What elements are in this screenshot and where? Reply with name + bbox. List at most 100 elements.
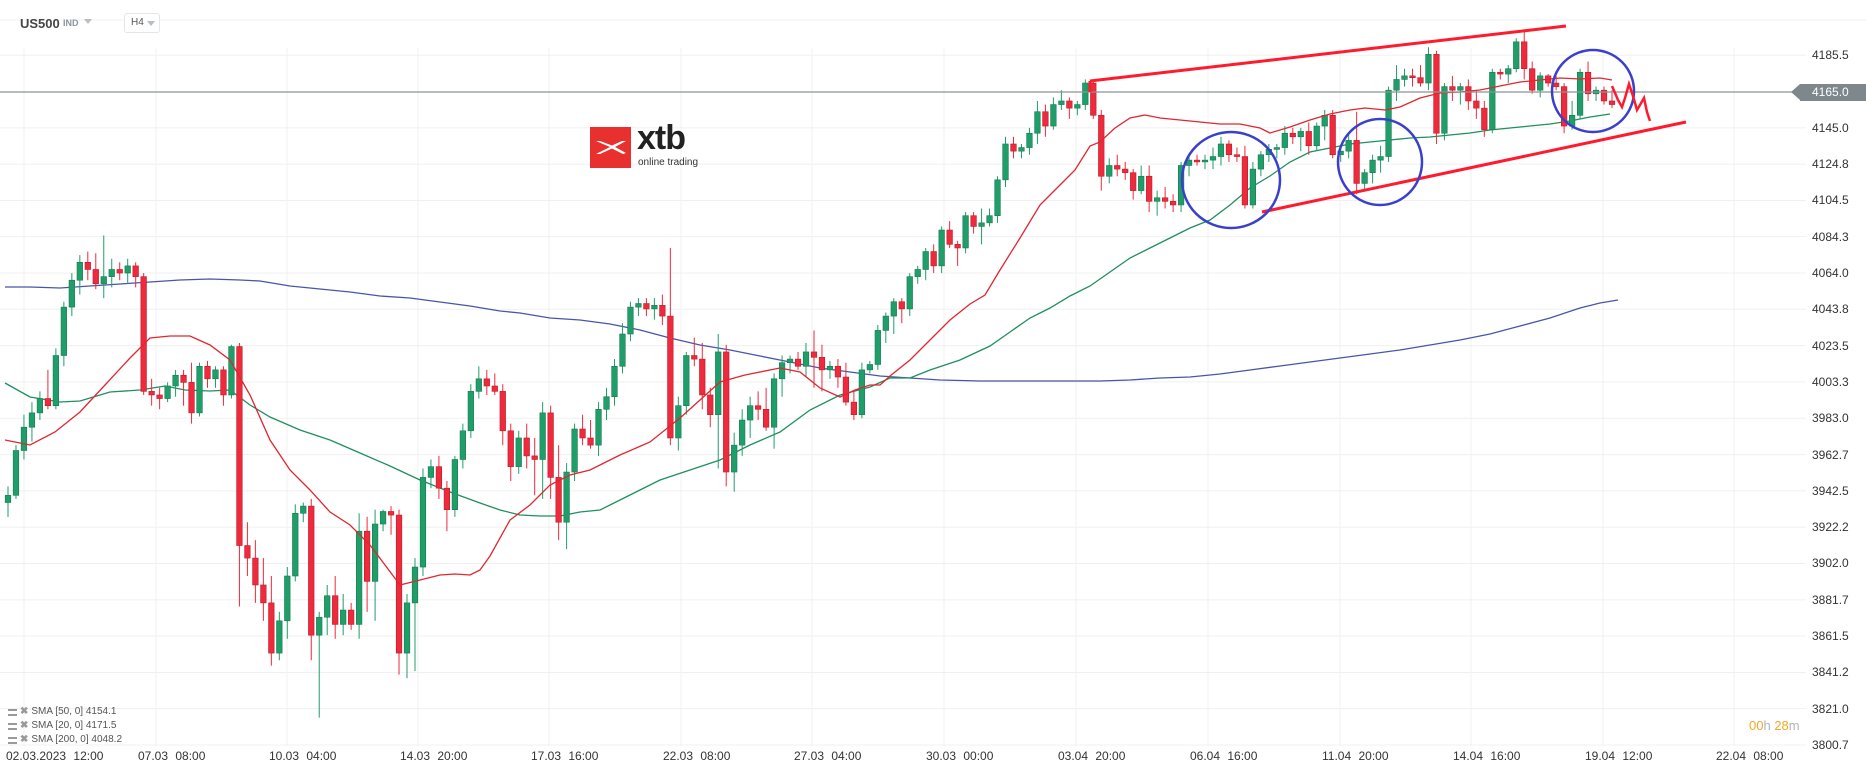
candle[interactable]: [579, 428, 586, 439]
candle[interactable]: [20, 426, 28, 451]
close-icon[interactable]: ✖: [20, 720, 29, 731]
candle[interactable]: [1090, 82, 1097, 116]
candle[interactable]: [1281, 132, 1288, 148]
legend-item-sma200[interactable]: ✖ SMA [200, 0] 4048.2: [8, 733, 122, 747]
candle[interactable]: [1169, 201, 1177, 206]
candle[interactable]: [683, 355, 690, 407]
candle[interactable]: [778, 362, 786, 380]
candle[interactable]: [1010, 143, 1017, 152]
candle[interactable]: [236, 346, 243, 546]
candle[interactable]: [1377, 156, 1384, 161]
candle[interactable]: [387, 511, 395, 516]
candle[interactable]: [1002, 143, 1009, 181]
candle[interactable]: [100, 276, 107, 285]
candle[interactable]: [675, 405, 682, 439]
candle[interactable]: [356, 530, 363, 625]
candle[interactable]: [1576, 71, 1584, 116]
candle[interactable]: [906, 276, 913, 310]
candle[interactable]: [1465, 86, 1472, 102]
candle[interactable]: [1106, 165, 1113, 177]
candle[interactable]: [451, 459, 458, 510]
candle[interactable]: [1313, 125, 1320, 147]
candle[interactable]: [1329, 115, 1336, 156]
candle[interactable]: [403, 602, 411, 654]
candle[interactable]: [986, 215, 993, 224]
candle[interactable]: [826, 365, 834, 371]
candle[interactable]: [1098, 115, 1105, 177]
candle[interactable]: [731, 444, 738, 473]
candle[interactable]: [36, 398, 44, 414]
candle[interactable]: [707, 394, 714, 415]
candle[interactable]: [970, 215, 977, 227]
candle[interactable]: [571, 428, 578, 473]
candle[interactable]: [1138, 175, 1145, 191]
candle[interactable]: [914, 269, 921, 277]
upper-trendline[interactable]: [1089, 24, 1567, 83]
legend-item-sma50[interactable]: ✖ SMA [50, 0] 4154.1: [8, 705, 122, 719]
symbol-dropdown-chevron-icon[interactable]: [84, 19, 92, 24]
candle[interactable]: [770, 378, 778, 428]
candle[interactable]: [994, 179, 1001, 216]
highlight-circle-2[interactable]: [1336, 117, 1424, 207]
candle[interactable]: [954, 244, 961, 249]
candle[interactable]: [1489, 71, 1496, 130]
highlight-circle-1[interactable]: [1180, 130, 1282, 230]
candle[interactable]: [922, 251, 929, 270]
candle[interactable]: [116, 269, 123, 274]
candle[interactable]: [252, 557, 259, 586]
candle[interactable]: [802, 351, 810, 367]
candle[interactable]: [68, 279, 75, 308]
candle[interactable]: [1201, 159, 1209, 163]
candle[interactable]: [747, 405, 754, 421]
candle[interactable]: [427, 466, 435, 478]
candle[interactable]: [1209, 156, 1217, 161]
lower-trendline[interactable]: [1261, 120, 1687, 214]
candle[interactable]: [419, 477, 427, 568]
candle[interactable]: [180, 374, 187, 383]
candle[interactable]: [1537, 75, 1544, 91]
candle[interactable]: [1154, 197, 1161, 202]
candle[interactable]: [810, 351, 818, 358]
candle[interactable]: [1042, 111, 1049, 127]
candle[interactable]: [962, 215, 969, 249]
candle[interactable]: [435, 466, 443, 489]
candle[interactable]: [1513, 41, 1520, 69]
candle[interactable]: [850, 401, 857, 415]
candle[interactable]: [1353, 140, 1360, 184]
candle[interactable]: [1584, 71, 1592, 95]
candle[interactable]: [946, 229, 953, 245]
candle[interactable]: [364, 530, 371, 582]
settings-lines-icon[interactable]: [8, 722, 17, 730]
candle[interactable]: [4, 495, 12, 503]
candle[interactable]: [60, 306, 67, 356]
candle[interactable]: [1018, 147, 1025, 152]
candle[interactable]: [1481, 107, 1488, 130]
candle[interactable]: [898, 301, 905, 310]
candle[interactable]: [882, 315, 889, 331]
candle[interactable]: [723, 351, 730, 473]
candle[interactable]: [172, 374, 179, 387]
candle[interactable]: [603, 396, 610, 410]
candle[interactable]: [1361, 172, 1368, 184]
candle[interactable]: [1122, 168, 1129, 173]
candle[interactable]: [763, 408, 770, 428]
candle[interactable]: [276, 620, 283, 654]
candle[interactable]: [379, 511, 387, 525]
candle[interactable]: [1241, 156, 1249, 206]
candle[interactable]: [132, 265, 139, 277]
candle[interactable]: [12, 450, 20, 496]
candle[interactable]: [627, 306, 634, 335]
settings-lines-icon[interactable]: [8, 736, 17, 744]
candle[interactable]: [930, 251, 937, 267]
legend-item-sma20[interactable]: ✖ SMA [20, 0] 4171.5: [8, 719, 122, 733]
candle[interactable]: [300, 505, 307, 514]
candle[interactable]: [890, 301, 897, 317]
candle[interactable]: [124, 265, 131, 274]
candle[interactable]: [858, 369, 865, 415]
candle[interactable]: [292, 512, 299, 577]
candle[interactable]: [348, 609, 355, 625]
candle[interactable]: [324, 595, 331, 618]
candle[interactable]: [1082, 82, 1089, 105]
candle[interactable]: [539, 412, 546, 460]
